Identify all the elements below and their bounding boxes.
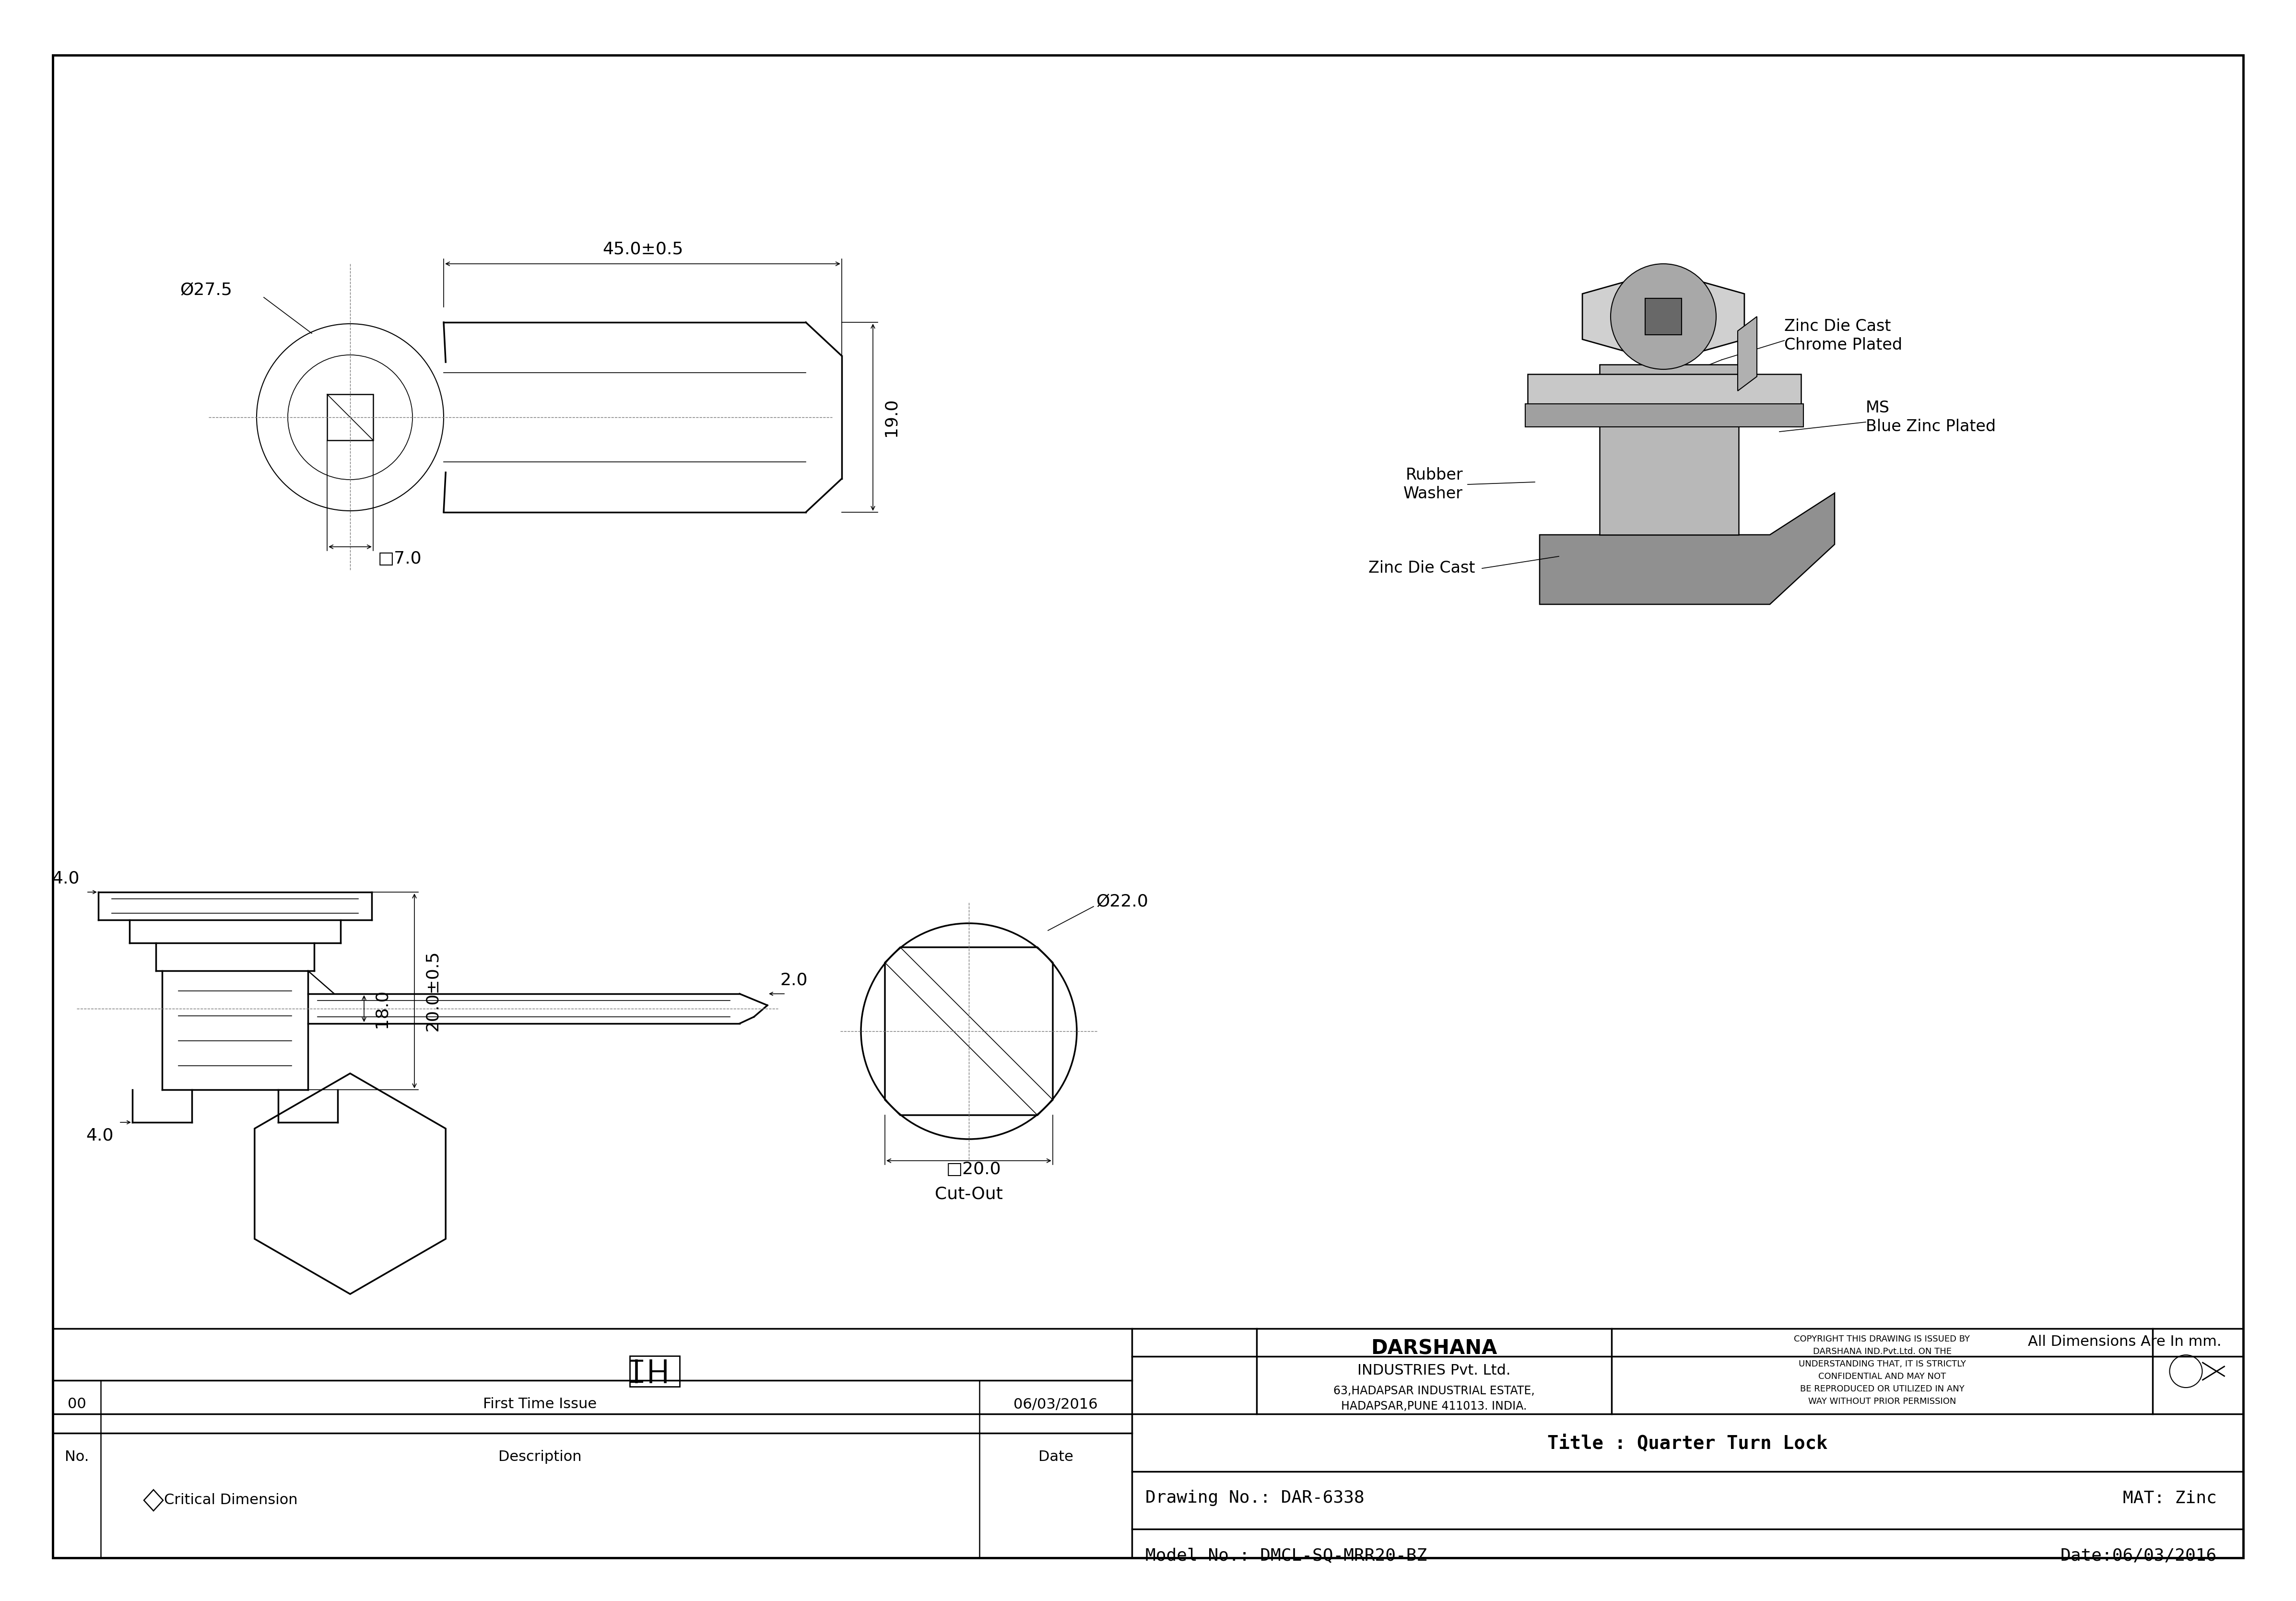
Text: 4.0: 4.0 [85, 1127, 113, 1143]
Text: Date: Date [1038, 1451, 1072, 1463]
Text: 45.0±0.5: 45.0±0.5 [602, 242, 684, 258]
Text: MAT: Zinc: MAT: Zinc [2124, 1489, 2218, 1507]
Text: Ø27.5: Ø27.5 [179, 282, 232, 298]
Text: CONFIDENTIAL AND MAY NOT: CONFIDENTIAL AND MAY NOT [1818, 1372, 1947, 1380]
Text: 2.0: 2.0 [781, 972, 808, 988]
Text: □7.0: □7.0 [379, 551, 422, 567]
Text: First Time Issue: First Time Issue [482, 1398, 597, 1412]
Text: INDUSTRIES Pvt. Ltd.: INDUSTRIES Pvt. Ltd. [1357, 1364, 1511, 1378]
Text: BE REPRODUCED OR UTILIZED IN ANY: BE REPRODUCED OR UTILIZED IN ANY [1800, 1385, 1965, 1393]
Circle shape [1609, 264, 1715, 370]
Text: Drawing No.: DAR-6338: Drawing No.: DAR-6338 [1146, 1489, 1364, 1507]
Text: WAY WITHOUT PRIOR PERMISSION: WAY WITHOUT PRIOR PERMISSION [1809, 1398, 1956, 1406]
Text: Rubber
Washer: Rubber Washer [1403, 467, 1463, 501]
Bar [1646, 298, 1681, 335]
Text: Model No.: DMCL-SQ-MRR20-BZ: Model No.: DMCL-SQ-MRR20-BZ [1146, 1547, 1428, 1564]
Bar [326, 394, 374, 440]
Text: 63,HADAPSAR INDUSTRIAL ESTATE,: 63,HADAPSAR INDUSTRIAL ESTATE, [1334, 1385, 1534, 1396]
Polygon shape [1738, 317, 1756, 391]
Text: Description: Description [498, 1451, 581, 1463]
Text: MS
Blue Zinc Plated: MS Blue Zinc Plated [1867, 400, 1995, 434]
Text: 18.0: 18.0 [374, 989, 390, 1028]
Text: HADAPSAR,PUNE 411013. INDIA.: HADAPSAR,PUNE 411013. INDIA. [1341, 1401, 1527, 1412]
Text: Ø22.0: Ø22.0 [1095, 893, 1148, 909]
Text: 06/03/2016: 06/03/2016 [1013, 1398, 1097, 1412]
Text: 4.0: 4.0 [53, 871, 80, 887]
Polygon shape [1582, 271, 1745, 362]
Text: All Dimensions Are In mm.: All Dimensions Are In mm. [2027, 1335, 2223, 1350]
Text: DARSHANA IND.Pvt.Ltd. ON THE: DARSHANA IND.Pvt.Ltd. ON THE [1814, 1348, 1952, 1356]
Text: No.: No. [64, 1451, 90, 1463]
Text: Date:06/03/2016: Date:06/03/2016 [2060, 1547, 2218, 1564]
Polygon shape [1525, 403, 1802, 427]
Text: 20.0±0.5: 20.0±0.5 [425, 951, 441, 1031]
Polygon shape [1541, 493, 1835, 604]
Polygon shape [1527, 375, 1800, 403]
Text: COPYRIGHT THIS DRAWING IS ISSUED BY: COPYRIGHT THIS DRAWING IS ISSUED BY [1793, 1335, 1970, 1343]
Text: 19.0: 19.0 [884, 399, 900, 437]
Text: □20.0: □20.0 [946, 1161, 1001, 1177]
Text: Cut-Out: Cut-Out [934, 1186, 1003, 1202]
Text: Title : Quarter Turn Lock: Title : Quarter Turn Lock [1548, 1434, 1828, 1452]
Bar [629, 1356, 680, 1386]
Text: Critical Dimension: Critical Dimension [163, 1494, 298, 1507]
Text: DARSHANA: DARSHANA [1371, 1338, 1497, 1359]
Text: Zinc Die Cast: Zinc Die Cast [1368, 560, 1474, 576]
Text: 00: 00 [67, 1398, 85, 1412]
Polygon shape [1600, 365, 1738, 535]
Text: UNDERSTANDING THAT, IT IS STRICTLY: UNDERSTANDING THAT, IT IS STRICTLY [1798, 1359, 1965, 1369]
Text: Zinc Die Cast
Chrome Plated: Zinc Die Cast Chrome Plated [1784, 319, 1903, 352]
